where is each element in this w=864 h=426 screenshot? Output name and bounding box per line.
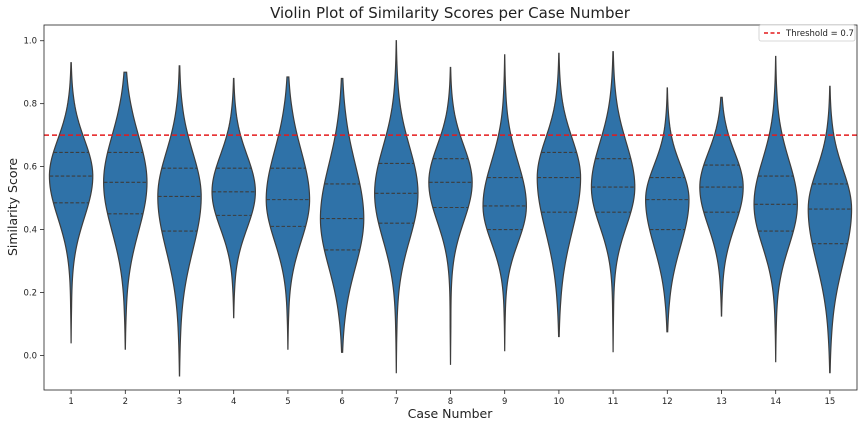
y-tick-label: 0.0 (23, 351, 37, 361)
x-tick-label: 5 (285, 397, 290, 407)
x-tick-label: 2 (123, 397, 128, 407)
x-tick-label: 10 (553, 397, 564, 407)
x-tick-label: 9 (502, 397, 507, 407)
violin-body (645, 87, 690, 333)
y-tick-label: 0.2 (23, 288, 37, 298)
x-axis: 1 2 3 4 5 6 7 8 9 10 11 12 13 14 15 (68, 390, 835, 407)
violin-body (753, 55, 798, 363)
violin-body (157, 65, 202, 377)
legend-threshold-label: Threshold = 0.7 (785, 29, 854, 39)
legend-box (758, 24, 856, 42)
violin-body (319, 77, 365, 353)
violin-body (590, 51, 636, 353)
y-tick-label: 0.8 (23, 100, 37, 110)
x-tick-label: 3 (177, 397, 182, 407)
legend: Threshold = 0.7 (758, 24, 856, 42)
chart-title: Violin Plot of Similarity Scores per Cas… (270, 4, 631, 22)
y-tick-label: 1.0 (23, 37, 37, 47)
x-tick-label: 4 (231, 397, 236, 407)
x-tick-label: 6 (339, 397, 344, 407)
y-tick-label: 0.4 (23, 226, 37, 236)
violins-group (48, 40, 853, 377)
violin-body (482, 54, 527, 352)
x-tick-label: 15 (824, 397, 835, 407)
violin-body (374, 40, 419, 374)
violin-body (103, 71, 148, 350)
violin-body (807, 85, 853, 374)
violin-body (211, 77, 256, 319)
x-tick-label: 7 (394, 397, 399, 407)
violin-body (699, 96, 744, 317)
x-tick-label: 1 (68, 397, 73, 407)
violin-body (428, 66, 473, 365)
x-tick-label: 8 (448, 397, 453, 407)
x-axis-label: Case Number (408, 406, 494, 421)
y-tick-label: 0.6 (23, 163, 37, 173)
x-tick-label: 14 (770, 397, 781, 407)
y-axis-label: Similarity Score (5, 158, 20, 256)
y-axis: 0.0 0.2 0.4 0.6 0.8 1.0 (23, 37, 44, 361)
violin-body (536, 52, 582, 338)
violin-body (265, 76, 311, 350)
x-tick-label: 12 (662, 397, 673, 407)
x-tick-label: 11 (608, 397, 619, 407)
x-tick-label: 13 (716, 397, 727, 407)
